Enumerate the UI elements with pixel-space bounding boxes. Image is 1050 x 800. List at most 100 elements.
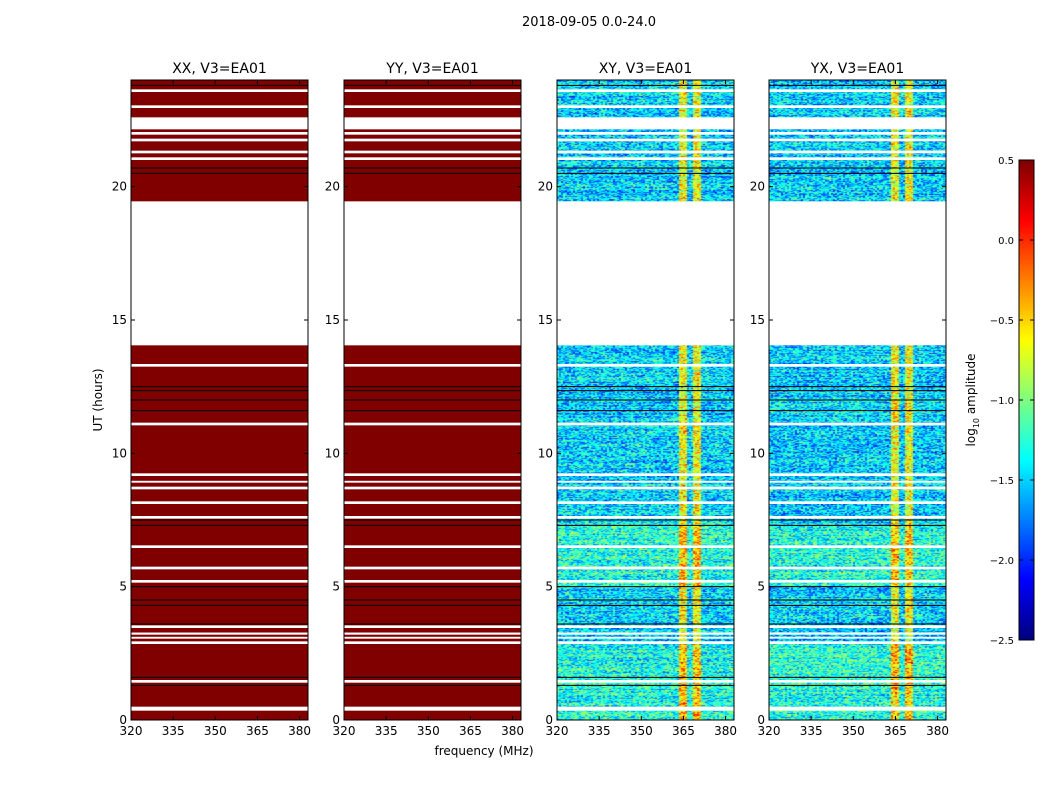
flagged-band: [557, 422, 734, 426]
flagged-band: [769, 625, 946, 628]
flagged-band: [344, 486, 521, 490]
flagged-band: [769, 364, 946, 367]
colorbar-tick-label: −1.0: [990, 396, 1014, 407]
flagged-band: [131, 486, 308, 490]
flagged-band: [769, 706, 946, 711]
flagged-band: [769, 636, 946, 639]
flagged-band: [769, 340, 946, 343]
flagged-band: [344, 89, 521, 92]
y-tick-label: 5: [545, 580, 553, 594]
x-tick-label: 335: [800, 724, 823, 738]
flagged-band: [769, 473, 946, 476]
x-tick-label: 335: [375, 724, 398, 738]
x-tick-label: 365: [246, 724, 269, 738]
y-tick-label: 15: [112, 313, 127, 327]
flagged-band: [344, 117, 521, 130]
flagged-band: [769, 486, 946, 490]
flagged-band: [131, 632, 308, 635]
flagged-band: [769, 89, 946, 92]
flagged-band: [557, 138, 734, 142]
flagged-band: [131, 364, 308, 367]
flagged-band: [131, 157, 308, 160]
y-tick-label: 0: [545, 713, 553, 727]
panel-title: YX, V3=EA01: [810, 61, 905, 77]
flagged-band: [344, 480, 521, 483]
flagged-band: [344, 364, 521, 367]
x-axis-label: frequency (MHz): [434, 744, 533, 758]
flagged-band: [344, 641, 521, 644]
flagged-band: [769, 480, 946, 483]
flagged-band: [557, 150, 734, 154]
y-tick-label: 20: [750, 180, 765, 194]
flagged-band: [131, 422, 308, 426]
panel-title: XX, V3=EA01: [172, 61, 267, 77]
flagged-band: [344, 340, 521, 343]
panel-title: XY, V3=EA01: [599, 61, 693, 77]
flagged-band: [344, 157, 521, 160]
axes-frame: [556, 79, 735, 721]
x-tick-label: 350: [417, 724, 440, 738]
flagged-band: [344, 706, 521, 711]
flagged-band: [344, 150, 521, 154]
y-tick-label: 0: [119, 713, 127, 727]
flagged-band: [557, 625, 734, 628]
flagged-band: [769, 516, 946, 519]
flagged-band: [131, 150, 308, 154]
flagged-band: [557, 117, 734, 130]
axes-frame: [343, 79, 522, 721]
y-tick-label: 20: [538, 180, 553, 194]
y-tick-label: 0: [332, 713, 340, 727]
flagged-band: [557, 157, 734, 160]
flagged-band: [557, 632, 734, 635]
colorbar-tick-label: 0.0: [998, 236, 1014, 247]
flagged-band: [344, 132, 521, 135]
flagged-band: [557, 201, 734, 346]
flagged-band: [557, 473, 734, 476]
flagged-band: [557, 580, 734, 583]
x-tick-label: 380: [714, 724, 737, 738]
flagged-band: [131, 636, 308, 639]
y-tick-label: 20: [112, 180, 127, 194]
y-tick-label: 20: [325, 180, 340, 194]
flagged-band: [557, 340, 734, 343]
flagged-band: [557, 566, 734, 570]
flagged-band: [131, 473, 308, 476]
flagged-band: [131, 680, 308, 683]
colorbar-tick-label: −2.0: [990, 556, 1014, 567]
flagged-band: [131, 117, 308, 130]
flagged-band: [131, 516, 308, 519]
flagged-band: [131, 480, 308, 483]
flagged-band: [344, 201, 521, 346]
flagged-band: [344, 516, 521, 519]
y-tick-label: 15: [325, 313, 340, 327]
y-tick-label: 5: [332, 580, 340, 594]
flagged-band: [131, 501, 308, 504]
colorbar: [1019, 160, 1034, 640]
flagged-band: [131, 625, 308, 628]
x-tick-label: 380: [926, 724, 949, 738]
flagged-band: [557, 706, 734, 711]
flagged-band: [557, 132, 734, 135]
flagged-band: [344, 545, 521, 548]
flagged-band: [131, 566, 308, 570]
flagged-band: [557, 480, 734, 483]
y-tick-label: 10: [325, 446, 340, 460]
flagged-band: [344, 636, 521, 639]
flagged-band: [344, 625, 521, 628]
flagged-band: [769, 641, 946, 644]
flagged-band: [557, 641, 734, 644]
colorbar-tick-label: −1.5: [990, 476, 1014, 487]
flagged-band: [131, 105, 308, 108]
y-tick-label: 10: [750, 446, 765, 460]
x-tick-label: 365: [672, 724, 695, 738]
flagged-band: [557, 89, 734, 92]
flagged-band: [557, 636, 734, 639]
x-tick-label: 350: [842, 724, 865, 738]
flagged-band: [769, 422, 946, 426]
flagged-band: [344, 501, 521, 504]
flagged-band: [769, 132, 946, 135]
flagged-band: [131, 138, 308, 142]
flagged-band: [769, 632, 946, 635]
flagged-band: [557, 486, 734, 490]
